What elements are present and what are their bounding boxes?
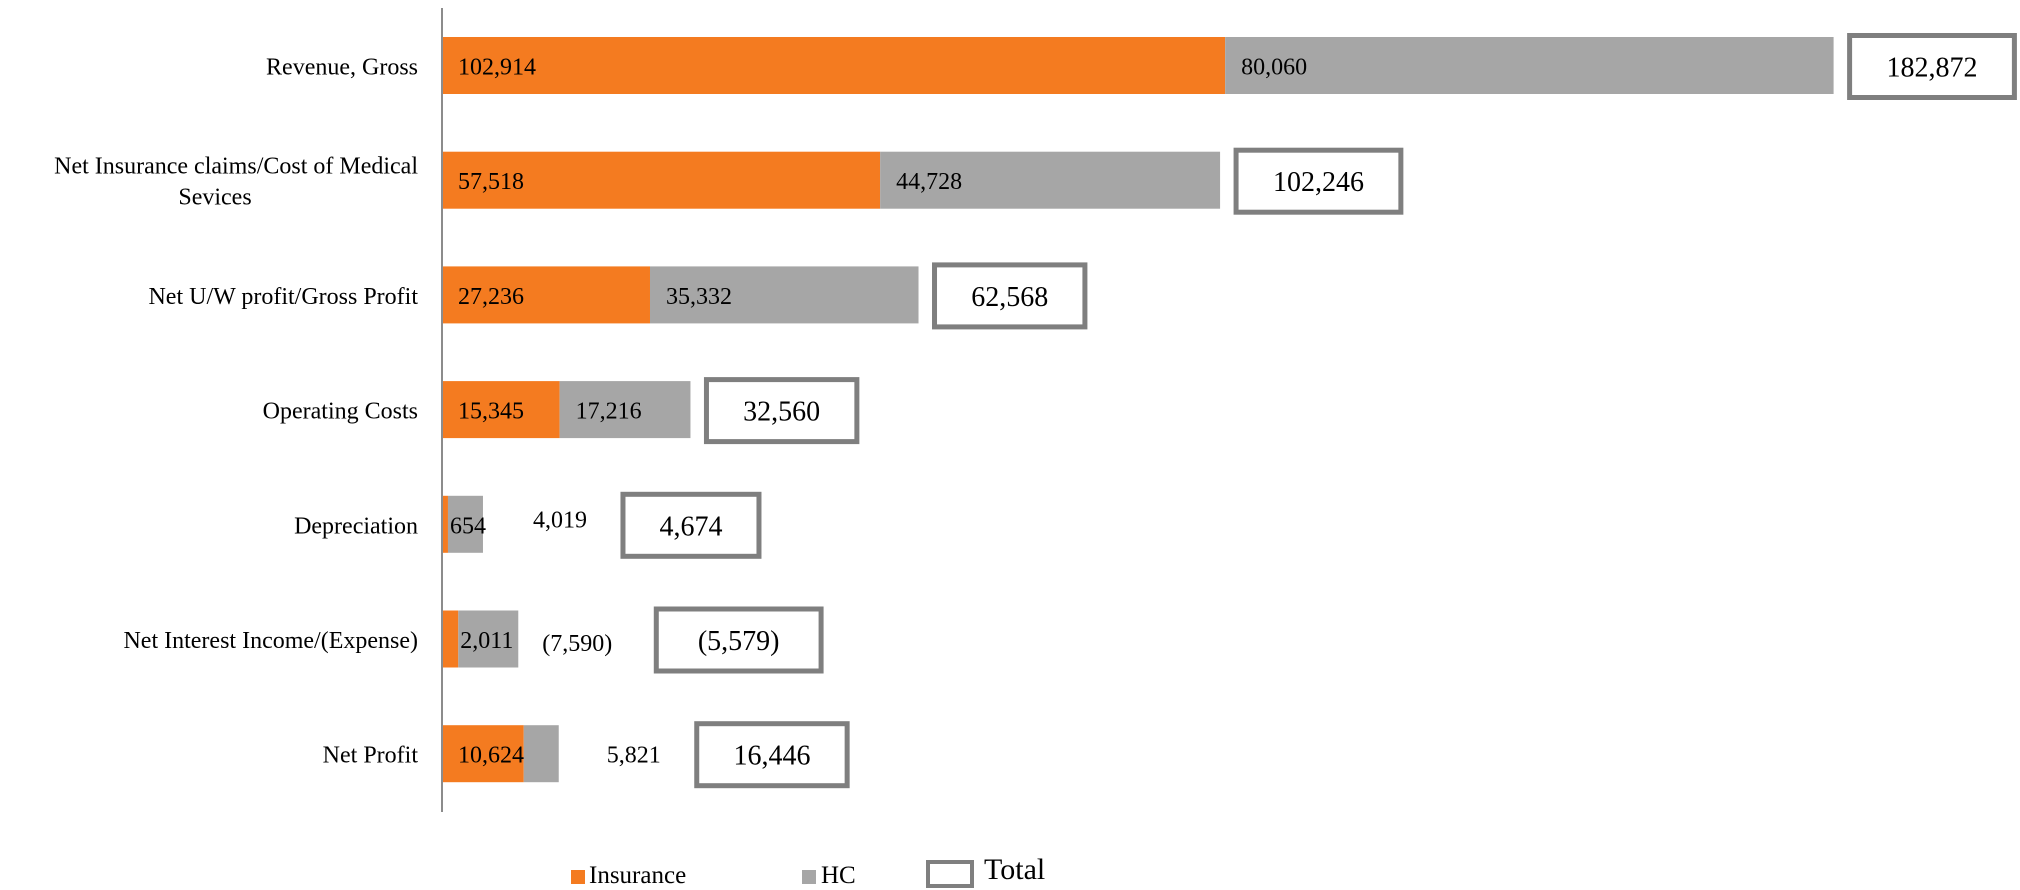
bar-hc	[559, 381, 691, 439]
total-box	[932, 262, 1088, 330]
bar-insurance	[443, 610, 459, 668]
bar-hc	[458, 610, 519, 668]
bar-hc	[523, 725, 559, 783]
legend-label-total: Total	[984, 853, 1045, 886]
data-label-hc: 80,060	[1241, 55, 1307, 81]
data-label-insurance: 2,011	[460, 628, 513, 654]
total-box	[620, 491, 762, 559]
data-label-insurance: 654	[450, 513, 486, 539]
total-label: 62,568	[971, 282, 1048, 313]
bar-hc	[649, 266, 919, 324]
data-label-insurance: 102,914	[458, 55, 536, 81]
category-label: Depreciation	[294, 513, 418, 539]
data-label-hc: 4,019	[533, 507, 587, 533]
data-label-hc: 44,728	[896, 169, 962, 195]
bar-insurance	[443, 37, 1226, 94]
bar-hc	[880, 151, 1221, 209]
total-label: 16,446	[733, 741, 810, 772]
category-label: Net Interest Income/(Expense)	[123, 628, 418, 654]
total-label: (5,579)	[698, 626, 780, 657]
data-label-insurance: 10,624	[458, 743, 524, 769]
bar-insurance	[443, 381, 560, 439]
total-box	[1233, 147, 1404, 215]
category-label: Operating Costs	[263, 399, 418, 425]
category-label: Net U/W profit/Gross Profit	[148, 284, 418, 310]
total-box	[653, 606, 824, 674]
bar-insurance	[443, 266, 650, 324]
data-label-insurance: 15,345	[458, 399, 524, 425]
data-label-hc: 5,821	[607, 743, 661, 769]
category-label: Net Profit	[323, 743, 419, 769]
total-label: 32,560	[743, 397, 820, 428]
legend-swatch-insurance	[571, 870, 585, 884]
bar-hc	[1225, 37, 1834, 94]
total-box	[694, 721, 850, 789]
category-label: Net Insurance claims/Cost of Medical	[54, 154, 418, 180]
total-label: 102,246	[1273, 167, 1364, 198]
legend-label-hc: HC	[821, 862, 856, 889]
totals-layer: 182,872 102,246 62,568 32,560 4,674 (5,579) 16…	[620, 33, 2017, 789]
category-label: Revenue, Gross	[266, 55, 418, 81]
data-label-hc: (7,590)	[542, 631, 612, 657]
legend-swatch-total	[926, 860, 974, 888]
total-label: 4,674	[659, 511, 722, 542]
bar-insurance	[443, 725, 524, 783]
total-box	[703, 377, 860, 445]
data-label-insurance: 27,236	[458, 284, 524, 310]
bar-hc	[447, 495, 483, 553]
data-label-insurance: 57,518	[458, 169, 524, 195]
category-labels: Revenue, Gross Net Insurance claims/Cost …	[54, 55, 418, 769]
data-label-hc: 17,216	[576, 399, 642, 425]
total-label: 182,872	[1887, 53, 1978, 84]
bars-layer: 102,914 80,060 57,518 44,728 27,236 35,332 15,…	[443, 37, 1834, 783]
bar-insurance	[443, 495, 448, 553]
bar-insurance	[443, 151, 881, 209]
data-label-hc: 35,332	[666, 284, 732, 310]
total-box	[1847, 33, 2017, 100]
category-label: Sevices	[178, 185, 251, 211]
legend-swatch-hc	[802, 870, 816, 884]
legend-label-insurance: Insurance	[589, 862, 686, 889]
legend: Insurance HC Total	[571, 853, 1045, 889]
